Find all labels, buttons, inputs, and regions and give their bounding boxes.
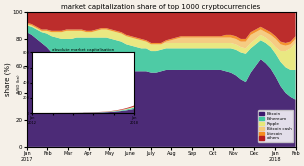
Title: market capitalization share of top 1000 cryptocurrencies: market capitalization share of top 1000 … [61, 4, 261, 10]
Legend: Bitcoin, Ethereum, Ripple, Bitcoin cash, Litecoin, others: Bitcoin, Ethereum, Ripple, Bitcoin cash,… [258, 110, 293, 142]
Y-axis label: share (%): share (%) [4, 63, 11, 96]
